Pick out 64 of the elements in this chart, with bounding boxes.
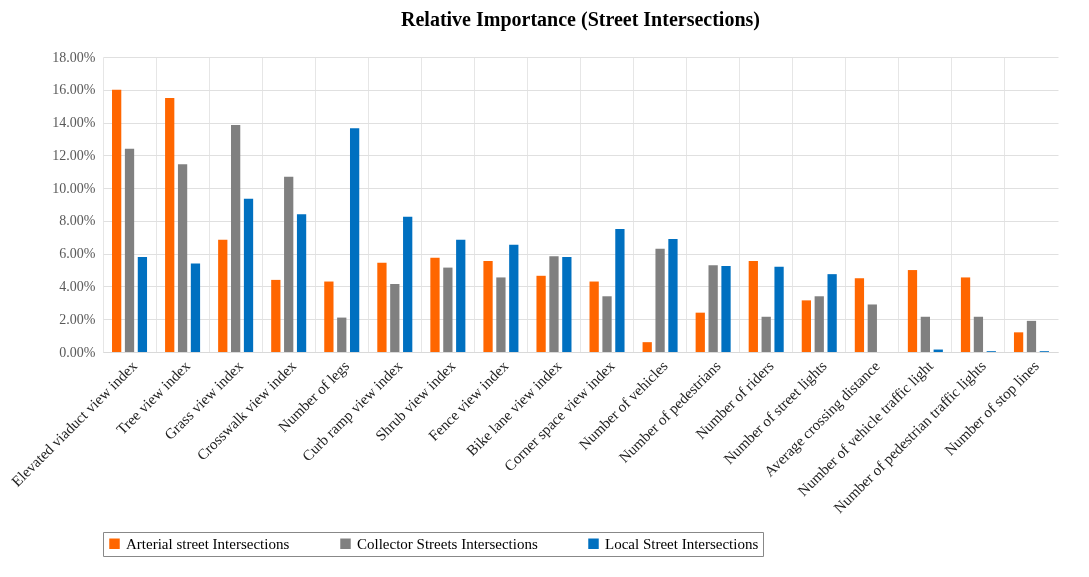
y-tick-label: 16.00% (52, 82, 96, 98)
y-tick-label: 12.00% (52, 147, 96, 163)
y-tick-label: 4.00% (59, 278, 96, 294)
bar (377, 262, 387, 352)
y-tick-label: 8.00% (59, 213, 96, 229)
bar (973, 316, 984, 352)
bar (774, 266, 784, 352)
bar (721, 265, 731, 352)
bar (920, 316, 930, 352)
chart-title: Relative Importance (Street Intersections) (401, 8, 760, 31)
bar (124, 148, 135, 352)
bar (602, 296, 612, 352)
bar (708, 265, 718, 352)
bar (536, 275, 546, 352)
y-tick-label: 2.00% (59, 311, 96, 327)
bar (296, 214, 307, 352)
bar (655, 248, 665, 352)
bar (443, 267, 453, 352)
y-tick-label: 10.00% (52, 180, 96, 196)
bar (430, 257, 440, 352)
bar (615, 229, 625, 352)
bar (243, 198, 254, 352)
bar (509, 244, 519, 352)
legend-label: Collector Streets Intersections (357, 535, 538, 552)
bar (867, 304, 877, 352)
bar (814, 296, 824, 352)
bar (562, 256, 572, 352)
bar (165, 97, 175, 352)
bar (337, 317, 347, 352)
bar (854, 278, 865, 352)
y-tick-label: 14.00% (52, 115, 96, 131)
bar (284, 176, 294, 352)
bar (668, 238, 678, 352)
bar (642, 342, 652, 352)
y-tick-label: 6.00% (59, 246, 96, 262)
bar (1013, 332, 1024, 352)
bar (390, 283, 400, 352)
bar (695, 312, 705, 352)
bar (324, 281, 334, 352)
bar (271, 279, 281, 352)
legend-label: Arterial street Intersections (126, 535, 290, 552)
bar (349, 128, 360, 352)
bar (231, 125, 241, 352)
bar (1026, 320, 1037, 352)
bar (403, 216, 413, 352)
bar (483, 261, 493, 352)
bar (137, 256, 148, 352)
bar (112, 89, 122, 352)
legend-label: Local Street Intersections (605, 535, 759, 552)
bar (907, 270, 918, 352)
bar (589, 281, 599, 352)
y-tick-label: 18.00% (52, 49, 96, 65)
bar (496, 277, 506, 352)
bar (761, 316, 771, 352)
bar (748, 261, 758, 352)
bar (177, 164, 188, 352)
bar (827, 274, 837, 352)
bar (456, 239, 466, 352)
bar (190, 263, 201, 352)
bar (549, 256, 559, 352)
bar (960, 277, 971, 352)
bar (218, 239, 228, 352)
bar (801, 300, 812, 352)
y-tick-label: 0.00% (59, 344, 96, 360)
